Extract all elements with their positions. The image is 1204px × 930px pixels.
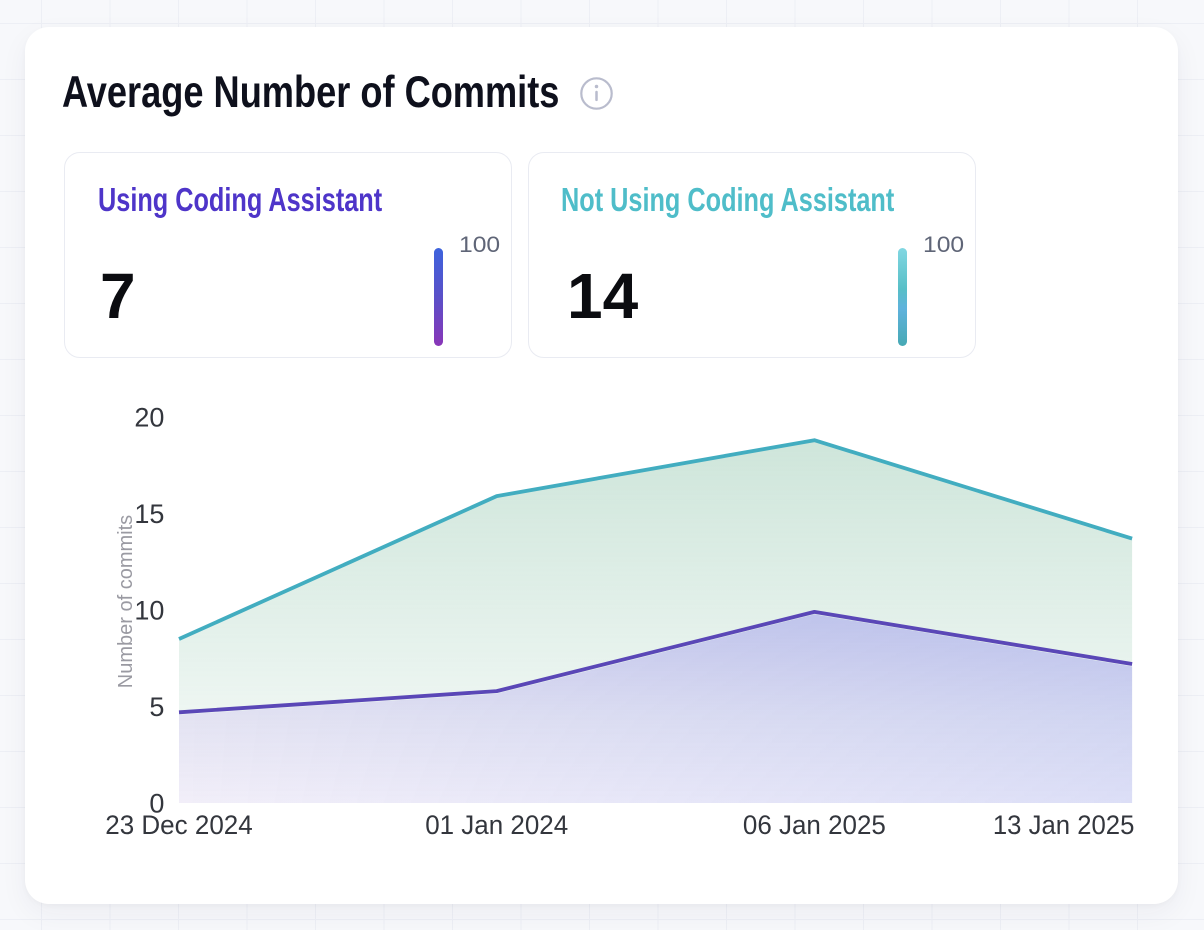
stat-card-using-coding-assistant: Using Coding Assistant 7 100	[63, 152, 512, 358]
info-circle-icon[interactable]	[579, 77, 613, 111]
svg-text:10: 10	[134, 596, 164, 626]
svg-text:0: 0	[149, 789, 164, 819]
stat-label: Using Coding Assistant	[97, 180, 382, 218]
stat-scale-bar	[433, 247, 443, 346]
stat-scale-max: 100	[922, 231, 964, 257]
svg-text:15: 15	[134, 499, 164, 529]
stat-scale-bar	[897, 247, 907, 346]
svg-text:06 Jan 2025: 06 Jan 2025	[742, 810, 885, 840]
svg-text:23 Dec 2024: 23 Dec 2024	[105, 810, 253, 840]
svg-text:20: 20	[134, 403, 164, 433]
stat-card-not-using-coding-assistant: Not Using Coding Assistant 14 100	[527, 152, 976, 358]
panel-title: Average Number of Commits	[61, 68, 559, 118]
svg-text:13 Jan 2025: 13 Jan 2025	[992, 810, 1134, 840]
svg-text:Number of commits: Number of commits	[115, 515, 137, 688]
stat-label: Not Using Coding Assistant	[560, 180, 894, 218]
stat-value: 7	[99, 260, 136, 333]
stat-scale-max: 100	[458, 231, 500, 257]
commits-panel: Average Number of Commits Using Coding A…	[24, 27, 1178, 904]
stat-value: 14	[566, 260, 638, 333]
svg-text:01 Jan 2024: 01 Jan 2024	[425, 810, 568, 840]
svg-text:5: 5	[149, 692, 164, 722]
